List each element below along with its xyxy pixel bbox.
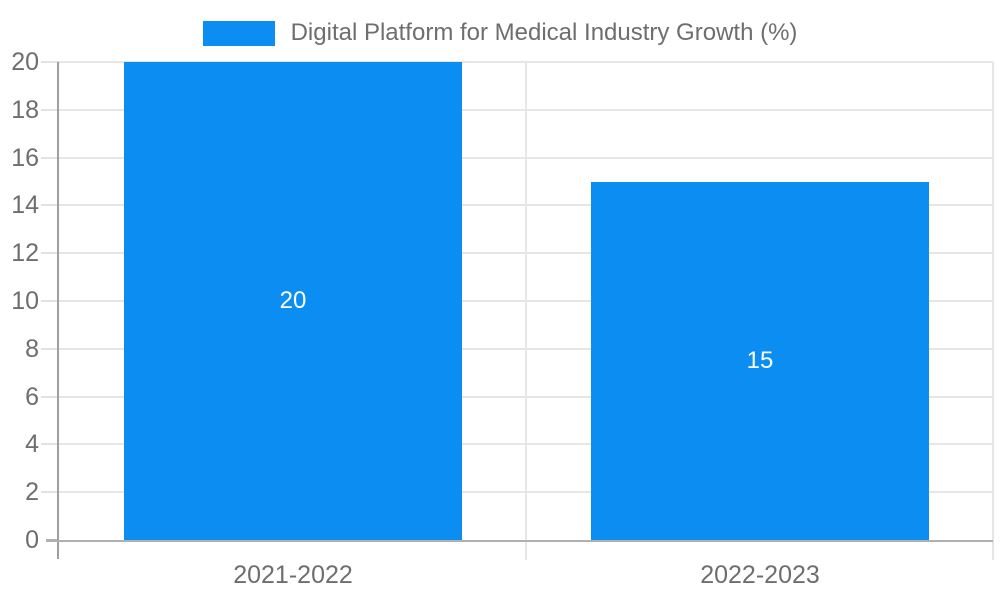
y-tick-label: 10 xyxy=(11,287,39,315)
y-tick-label: 0 xyxy=(25,526,39,554)
y-tick xyxy=(41,347,59,350)
y-tick xyxy=(41,491,59,494)
bar xyxy=(124,62,462,540)
legend-label[interactable]: Digital Platform for Medical Industry Gr… xyxy=(290,19,798,46)
y-tick xyxy=(41,252,59,255)
x-category-label: 2021-2022 xyxy=(233,561,353,589)
y-tick-label: 12 xyxy=(11,239,39,268)
y-tick-label: 2 xyxy=(25,478,39,507)
bar-value-label: 15 xyxy=(746,347,774,374)
chart-legend: Digital Platform for Medical Industry Gr… xyxy=(0,19,1000,47)
y-tick xyxy=(41,300,59,302)
category-separator xyxy=(525,62,527,560)
y-axis-line xyxy=(57,62,59,559)
y-tick xyxy=(41,156,59,159)
y-tick-label: 4 xyxy=(25,430,39,459)
y-tick xyxy=(41,204,59,207)
category-separator xyxy=(992,62,994,560)
y-tick-label: 14 xyxy=(11,191,39,220)
y-tick xyxy=(41,395,59,398)
y-tick xyxy=(41,108,59,111)
plot-area: 0 2 4 6 8 10 12 14 16 18 20 20 2021-2022 15 2022-2023 xyxy=(11,48,994,589)
bar-value-label: 20 xyxy=(279,287,307,314)
x-axis-line xyxy=(46,540,993,542)
y-tick-label: 20 xyxy=(11,48,39,76)
x-category-label: 2022-2023 xyxy=(700,561,820,589)
y-tick-label: 16 xyxy=(11,143,39,172)
legend-swatch[interactable] xyxy=(202,20,275,46)
y-tick xyxy=(41,61,59,63)
y-tick-label: 8 xyxy=(25,334,39,363)
y-tick xyxy=(41,443,59,446)
bar xyxy=(591,181,929,540)
y-tick-label: 6 xyxy=(25,382,39,411)
y-tick-label: 18 xyxy=(11,95,39,124)
